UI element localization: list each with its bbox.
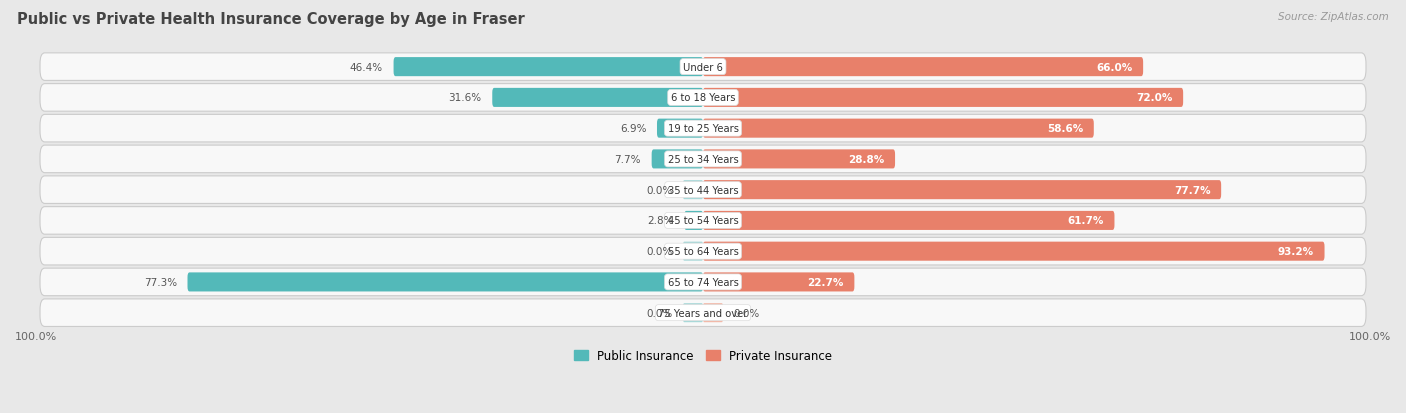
Text: 28.8%: 28.8%	[848, 154, 884, 164]
Text: 22.7%: 22.7%	[807, 277, 844, 287]
FancyBboxPatch shape	[492, 89, 703, 108]
Text: 35 to 44 Years: 35 to 44 Years	[668, 185, 738, 195]
Text: 31.6%: 31.6%	[449, 93, 482, 103]
Text: 6 to 18 Years: 6 to 18 Years	[671, 93, 735, 103]
Text: 75 Years and over: 75 Years and over	[658, 308, 748, 318]
FancyBboxPatch shape	[703, 242, 1324, 261]
Text: Under 6: Under 6	[683, 62, 723, 72]
Text: 0.0%: 0.0%	[647, 247, 672, 256]
FancyBboxPatch shape	[39, 115, 1367, 142]
FancyBboxPatch shape	[703, 150, 896, 169]
FancyBboxPatch shape	[683, 242, 703, 261]
FancyBboxPatch shape	[703, 211, 1115, 230]
Text: 77.3%: 77.3%	[143, 277, 177, 287]
FancyBboxPatch shape	[39, 54, 1367, 81]
FancyBboxPatch shape	[39, 176, 1367, 204]
FancyBboxPatch shape	[657, 119, 703, 138]
FancyBboxPatch shape	[39, 238, 1367, 265]
FancyBboxPatch shape	[39, 146, 1367, 173]
FancyBboxPatch shape	[683, 180, 703, 200]
Text: 0.0%: 0.0%	[647, 308, 672, 318]
Text: 66.0%: 66.0%	[1097, 62, 1132, 72]
FancyBboxPatch shape	[39, 84, 1367, 112]
FancyBboxPatch shape	[187, 273, 703, 292]
FancyBboxPatch shape	[39, 299, 1367, 327]
Text: Source: ZipAtlas.com: Source: ZipAtlas.com	[1278, 12, 1389, 22]
Text: 46.4%: 46.4%	[350, 62, 382, 72]
Text: 58.6%: 58.6%	[1047, 124, 1083, 134]
FancyBboxPatch shape	[703, 119, 1094, 138]
Text: 93.2%: 93.2%	[1278, 247, 1313, 256]
FancyBboxPatch shape	[703, 273, 855, 292]
Text: 0.0%: 0.0%	[734, 308, 759, 318]
FancyBboxPatch shape	[703, 89, 1184, 108]
Text: 72.0%: 72.0%	[1136, 93, 1173, 103]
Text: 25 to 34 Years: 25 to 34 Years	[668, 154, 738, 164]
FancyBboxPatch shape	[703, 304, 723, 323]
Text: 61.7%: 61.7%	[1067, 216, 1104, 226]
Text: 19 to 25 Years: 19 to 25 Years	[668, 124, 738, 134]
FancyBboxPatch shape	[683, 304, 703, 323]
Text: 7.7%: 7.7%	[614, 154, 641, 164]
Text: 2.8%: 2.8%	[647, 216, 673, 226]
Legend: Public Insurance, Private Insurance: Public Insurance, Private Insurance	[569, 344, 837, 367]
FancyBboxPatch shape	[394, 58, 703, 77]
Text: 6.9%: 6.9%	[620, 124, 647, 134]
FancyBboxPatch shape	[39, 268, 1367, 296]
FancyBboxPatch shape	[685, 211, 703, 230]
Text: 55 to 64 Years: 55 to 64 Years	[668, 247, 738, 256]
FancyBboxPatch shape	[703, 180, 1222, 200]
Text: 0.0%: 0.0%	[647, 185, 672, 195]
FancyBboxPatch shape	[651, 150, 703, 169]
FancyBboxPatch shape	[703, 58, 1143, 77]
Text: 45 to 54 Years: 45 to 54 Years	[668, 216, 738, 226]
FancyBboxPatch shape	[39, 207, 1367, 235]
Text: 65 to 74 Years: 65 to 74 Years	[668, 277, 738, 287]
Text: 77.7%: 77.7%	[1174, 185, 1211, 195]
Text: Public vs Private Health Insurance Coverage by Age in Fraser: Public vs Private Health Insurance Cover…	[17, 12, 524, 27]
